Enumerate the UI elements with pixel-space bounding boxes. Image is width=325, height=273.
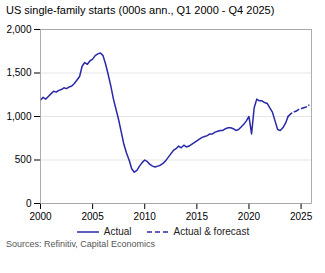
- svg-text:2000: 2000: [29, 211, 52, 222]
- svg-text:0: 0: [26, 198, 32, 209]
- svg-text:2020: 2020: [238, 211, 261, 222]
- svg-text:2010: 2010: [134, 211, 157, 222]
- html-text:US single-family starts (000s: US single-family starts (000s ann., Q1 2…: [6, 4, 275, 16]
- svg-text:2015: 2015: [186, 211, 209, 222]
- html-text:Actual: Actual: [103, 226, 132, 237]
- svg-text:500: 500: [15, 154, 32, 165]
- svg-text:2025: 2025: [290, 211, 313, 222]
- html-text:Actual & forecast: Actual & forecast: [173, 226, 250, 237]
- svg-text:2,000: 2,000: [6, 24, 31, 35]
- svg-text:1,500: 1,500: [6, 67, 31, 78]
- svg-text:1,000: 1,000: [6, 111, 31, 122]
- html-text:Sources: Refinitiv, Capital Ec: Sources: Refinitiv, Capital Economics: [6, 239, 155, 249]
- svg-text:2005: 2005: [81, 211, 104, 222]
